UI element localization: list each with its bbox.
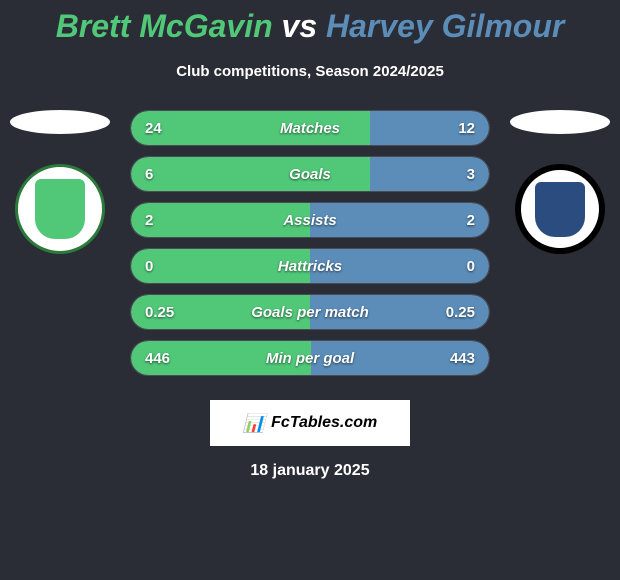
branding-banner[interactable]: 📊 FcTables.com bbox=[210, 400, 410, 446]
stat-row: 24 Matches 12 bbox=[130, 110, 490, 146]
stat-value-right: 3 bbox=[467, 166, 489, 183]
player2-avatar-placeholder bbox=[510, 110, 610, 134]
stat-value-right: 0 bbox=[467, 258, 489, 275]
shield-icon bbox=[35, 179, 85, 239]
stat-value-right: 12 bbox=[458, 120, 489, 137]
stat-label: Goals per match bbox=[251, 304, 369, 321]
date-text: 18 january 2025 bbox=[0, 462, 620, 480]
right-badge-column bbox=[508, 110, 612, 254]
stat-label: Goals bbox=[289, 166, 331, 183]
stat-row: 6 Goals 3 bbox=[130, 156, 490, 192]
player1-club-badge bbox=[15, 164, 105, 254]
player1-name: Brett McGavin bbox=[56, 8, 273, 44]
content-area: 24 Matches 12 6 Goals 3 2 Assists 2 0 Hattricks 0 0.… bbox=[0, 110, 620, 386]
stat-value-left: 0 bbox=[131, 258, 153, 275]
player2-name: Harvey Gilmour bbox=[326, 8, 564, 44]
branding-text: FcTables.com bbox=[271, 414, 377, 432]
stat-bar-left bbox=[131, 157, 370, 191]
stat-label: Assists bbox=[283, 212, 336, 229]
stat-label: Min per goal bbox=[266, 350, 354, 367]
stat-value-left: 0.25 bbox=[131, 304, 174, 321]
player1-avatar-placeholder bbox=[10, 110, 110, 134]
vs-text: vs bbox=[282, 8, 318, 44]
left-badge-column bbox=[8, 110, 112, 254]
stat-value-left: 2 bbox=[131, 212, 153, 229]
stat-label: Matches bbox=[280, 120, 340, 137]
stat-row: 446 Min per goal 443 bbox=[130, 340, 490, 376]
stat-value-right: 2 bbox=[467, 212, 489, 229]
comparison-title: Brett McGavin vs Harvey Gilmour bbox=[0, 0, 620, 45]
stats-column: 24 Matches 12 6 Goals 3 2 Assists 2 0 Hattricks 0 0.… bbox=[112, 110, 508, 386]
chart-icon: 📊 bbox=[243, 413, 265, 434]
stat-value-right: 0.25 bbox=[446, 304, 489, 321]
subtitle: Club competitions, Season 2024/2025 bbox=[0, 63, 620, 80]
stat-bar-right bbox=[310, 203, 489, 237]
stat-row: 0.25 Goals per match 0.25 bbox=[130, 294, 490, 330]
stat-value-left: 6 bbox=[131, 166, 153, 183]
stat-value-right: 443 bbox=[450, 350, 489, 367]
stat-value-left: 24 bbox=[131, 120, 162, 137]
stat-value-left: 446 bbox=[131, 350, 170, 367]
shield-icon bbox=[535, 182, 585, 237]
stat-row: 2 Assists 2 bbox=[130, 202, 490, 238]
player2-club-badge bbox=[515, 164, 605, 254]
stat-row: 0 Hattricks 0 bbox=[130, 248, 490, 284]
stat-label: Hattricks bbox=[278, 258, 342, 275]
